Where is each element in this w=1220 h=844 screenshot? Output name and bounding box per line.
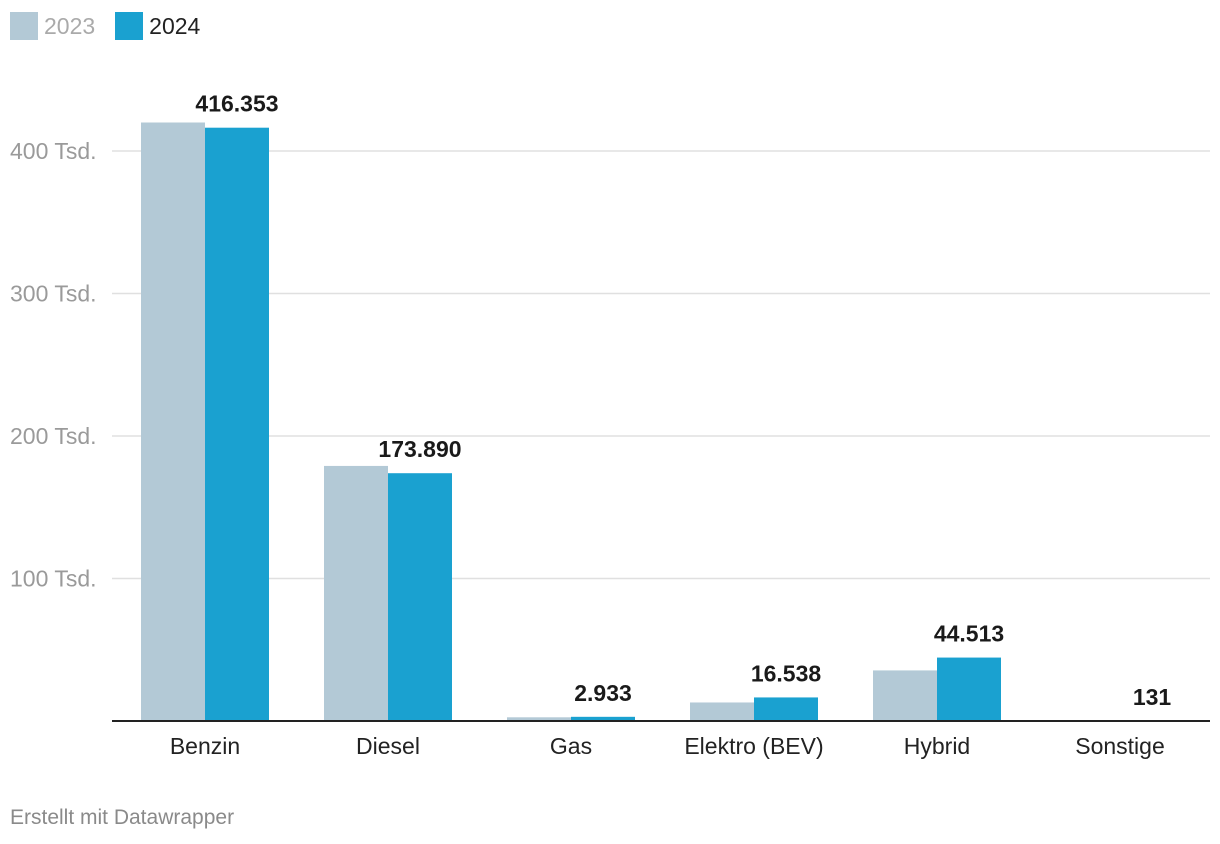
bar-2023-gas[interactable] (507, 717, 571, 721)
data-label: 131 (1133, 684, 1172, 710)
x-tick-label: Benzin (170, 733, 240, 759)
data-label: 16.538 (751, 660, 822, 686)
bar-2023-diesel[interactable] (324, 465, 388, 721)
x-tick-label: Sonstige (1075, 733, 1165, 759)
legend-swatch-2024 (115, 12, 144, 40)
legend-label-2024: 2024 (149, 12, 201, 39)
legend-label-2023: 2023 (44, 12, 96, 39)
credit-text[interactable]: Erstellt mit Datawrapper (10, 806, 235, 829)
data-label: 173.890 (378, 436, 461, 462)
bar-2024-gas[interactable] (571, 716, 635, 721)
chart-legend: 2023 2024 (10, 12, 220, 40)
y-tick-label: 100 Tsd. (10, 566, 97, 592)
x-tick-label: Elektro (BEV) (684, 733, 823, 759)
bar-2023-benzin[interactable] (141, 122, 205, 722)
bar-2024-elektro-bev[interactable] (754, 697, 818, 721)
legend-swatch-2023 (10, 12, 38, 40)
bars (141, 122, 1184, 722)
data-label: 44.513 (934, 621, 1004, 647)
data-label: 416.353 (195, 91, 278, 117)
bar-2023-elektro-bev[interactable] (690, 702, 754, 721)
bar-2024-diesel[interactable] (388, 473, 452, 721)
y-tick-label: 300 Tsd. (10, 281, 97, 307)
labels: 100 Tsd. 200 Tsd. 300 Tsd. 400 Tsd. Benzin 41… (10, 91, 1171, 759)
bar-2024-benzin[interactable] (205, 127, 269, 722)
bar-2024-hybrid[interactable] (937, 657, 1001, 721)
bar-2023-hybrid[interactable] (873, 670, 937, 721)
x-tick-label: Diesel (356, 733, 420, 759)
bar-chart: 100 Tsd. 200 Tsd. 300 Tsd. 400 Tsd. Benzin 41… (10, 91, 1210, 759)
legend-item-2023[interactable]: 2023 (10, 12, 95, 40)
x-tick-label: Hybrid (904, 733, 970, 759)
x-tick-label: Gas (550, 733, 592, 759)
data-label: 2.933 (574, 680, 632, 706)
y-tick-label: 400 Tsd. (10, 138, 97, 164)
gridlines (112, 150, 1210, 580)
legend-item-2024[interactable]: 2024 (115, 12, 200, 40)
y-tick-label: 200 Tsd. (10, 423, 97, 449)
